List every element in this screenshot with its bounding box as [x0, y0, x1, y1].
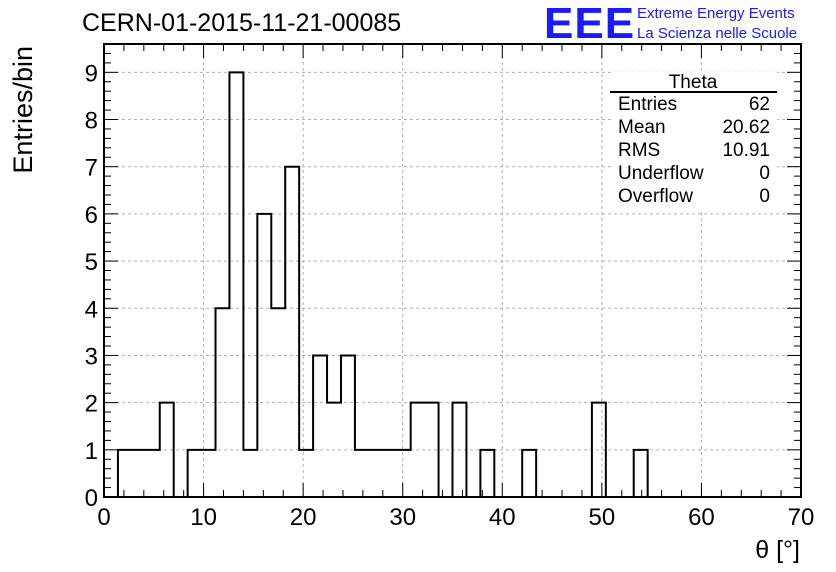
stats-row-value: 20.62: [722, 117, 770, 138]
histogram-bin: [229, 72, 243, 497]
histogram-bin: [355, 450, 369, 497]
x-tick-label: 60: [688, 504, 715, 531]
y-tick-label: 5: [85, 249, 98, 276]
histogram-bin: [299, 450, 313, 497]
stats-row-value: 10.91: [722, 140, 770, 161]
histogram-bin: [243, 450, 257, 497]
stats-row-label: Mean: [618, 117, 666, 138]
histogram-bin: [522, 450, 536, 497]
x-tick-label: 20: [290, 504, 317, 531]
stats-box-title: Theta: [669, 72, 718, 93]
y-tick-label: 4: [85, 296, 98, 323]
y-tick-label: 7: [85, 155, 98, 182]
histogram-outline: [116, 71, 649, 498]
histogram-bin: [383, 450, 397, 497]
histogram-bin: [369, 450, 383, 497]
stats-row-value: 0: [759, 163, 770, 184]
x-axis-title: θ [°]: [755, 536, 800, 564]
x-tick-label: 0: [97, 504, 110, 531]
histogram-bin: [480, 450, 494, 497]
stats-row-value: 0: [759, 186, 770, 207]
x-tick-label: 40: [489, 504, 516, 531]
histogram-bin: [146, 450, 160, 497]
stats-row-label: Overflow: [618, 186, 693, 207]
histogram-bin: [257, 214, 271, 497]
y-tick-label: 0: [85, 485, 98, 512]
histogram-bin: [313, 355, 327, 497]
y-tick-label: 8: [85, 108, 98, 135]
histogram-bin: [634, 450, 648, 497]
x-tick-label: 30: [389, 504, 416, 531]
stats-row-label: RMS: [618, 140, 660, 161]
stats-row-label: Underflow: [618, 163, 704, 184]
y-tick-label: 1: [85, 438, 98, 465]
y-tick-label: 2: [85, 391, 98, 418]
logo-line-1: Extreme Energy Events: [637, 5, 795, 22]
histogram-bin: [132, 450, 146, 497]
page-title: CERN-01-2015-11-21-00085: [82, 9, 402, 37]
y-tick-label: 3: [85, 343, 98, 370]
stats-box: [612, 72, 777, 211]
eee-logo: EEE: [544, 0, 636, 48]
y-tick-label: 9: [85, 60, 98, 87]
y-tick-label: 6: [85, 202, 98, 229]
x-tick-label: 50: [589, 504, 616, 531]
histogram-bin: [188, 450, 202, 497]
histogram-bin: [341, 355, 355, 497]
histogram-bin: [397, 450, 411, 497]
x-tick-label: 70: [788, 504, 815, 531]
stats-row-label: Entries: [618, 94, 677, 115]
stats-row-value: 62: [749, 94, 770, 115]
histogram-bin: [285, 167, 299, 497]
logo-line-2: La Scienza nelle Scuole: [637, 25, 798, 42]
histogram-bin: [216, 308, 230, 497]
x-tick-label: 10: [190, 504, 217, 531]
y-axis-title: Entries/bin: [8, 46, 38, 174]
histogram-bin: [118, 450, 132, 497]
